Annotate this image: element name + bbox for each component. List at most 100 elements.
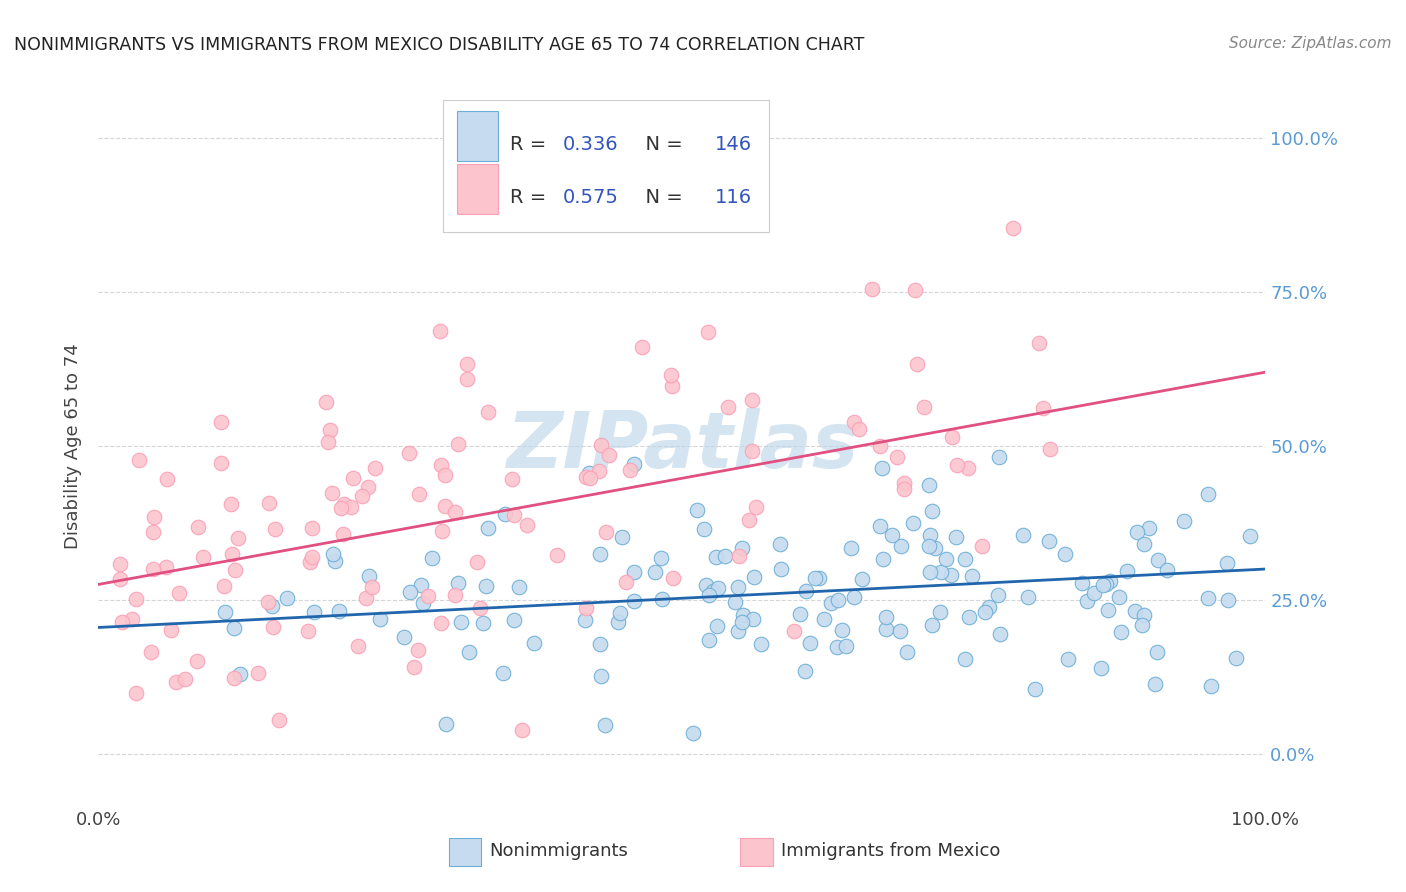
- Point: [903, 516, 925, 531]
- Point: [869, 518, 891, 533]
- Point: [446, 436, 468, 450]
- Point: [593, 718, 616, 732]
- Point: [360, 580, 382, 594]
- Point: [402, 660, 425, 674]
- Point: [347, 639, 370, 653]
- Point: [1095, 577, 1118, 591]
- Point: [257, 496, 280, 510]
- Point: [475, 579, 498, 593]
- Point: [706, 619, 728, 633]
- Point: [731, 615, 754, 630]
- Point: [987, 450, 1010, 465]
- Point: [167, 586, 190, 600]
- Point: [267, 713, 290, 727]
- Point: [458, 645, 481, 659]
- Point: [323, 554, 346, 568]
- Point: [598, 448, 620, 462]
- Point: [357, 480, 380, 494]
- Point: [659, 368, 682, 382]
- Point: [1024, 682, 1046, 697]
- Point: [350, 489, 373, 503]
- Point: [1057, 652, 1080, 666]
- Point: [651, 592, 673, 607]
- Point: [411, 577, 433, 591]
- Point: [591, 669, 613, 683]
- Point: [579, 471, 602, 485]
- Point: [262, 620, 284, 634]
- Text: 146: 146: [714, 135, 752, 153]
- Text: 0.336: 0.336: [562, 135, 619, 153]
- Point: [578, 466, 600, 480]
- Text: N =: N =: [633, 188, 689, 207]
- Point: [142, 524, 165, 539]
- Point: [1173, 514, 1195, 528]
- Point: [173, 673, 195, 687]
- Point: [662, 571, 685, 585]
- Text: R =: R =: [510, 135, 553, 153]
- Point: [686, 503, 709, 517]
- Point: [893, 475, 915, 490]
- Point: [842, 590, 865, 604]
- Point: [155, 560, 177, 574]
- Point: [394, 631, 416, 645]
- Point: [831, 624, 853, 638]
- Point: [1070, 575, 1092, 590]
- Point: [731, 541, 754, 555]
- Point: [749, 637, 772, 651]
- Point: [444, 588, 467, 602]
- Point: [839, 541, 862, 555]
- Point: [728, 549, 751, 564]
- FancyBboxPatch shape: [449, 838, 481, 865]
- Point: [724, 595, 747, 609]
- Y-axis label: Disability Age 65 to 74: Disability Age 65 to 74: [65, 343, 83, 549]
- Point: [399, 585, 422, 599]
- Point: [970, 540, 993, 554]
- Point: [896, 645, 918, 659]
- Point: [316, 434, 339, 449]
- Point: [477, 521, 499, 535]
- Point: [702, 584, 724, 599]
- Point: [920, 565, 942, 579]
- Point: [301, 521, 323, 535]
- Point: [456, 357, 478, 371]
- Point: [156, 472, 179, 486]
- Point: [1197, 591, 1219, 606]
- Point: [359, 569, 381, 583]
- Point: [247, 666, 270, 681]
- Point: [770, 562, 793, 576]
- Point: [319, 423, 342, 437]
- Point: [644, 565, 666, 579]
- Point: [974, 605, 997, 619]
- Point: [224, 563, 246, 577]
- Point: [1239, 529, 1261, 543]
- Point: [214, 605, 236, 619]
- Point: [609, 606, 631, 620]
- Point: [1097, 603, 1119, 617]
- Point: [229, 667, 252, 681]
- Point: [111, 615, 134, 630]
- Point: [595, 524, 617, 539]
- Point: [523, 636, 546, 650]
- Point: [298, 555, 321, 569]
- Point: [1017, 590, 1039, 604]
- Point: [695, 578, 717, 592]
- Point: [782, 624, 804, 638]
- Point: [142, 562, 165, 576]
- Point: [574, 613, 596, 627]
- Point: [1115, 564, 1137, 578]
- Point: [929, 605, 952, 619]
- Point: [1002, 221, 1025, 235]
- Point: [418, 589, 440, 603]
- Point: [328, 604, 350, 618]
- Point: [872, 552, 894, 566]
- Point: [890, 540, 912, 554]
- Point: [321, 485, 343, 500]
- FancyBboxPatch shape: [457, 111, 498, 161]
- Point: [610, 530, 633, 544]
- Point: [614, 574, 637, 589]
- Point: [893, 482, 915, 496]
- Point: [875, 622, 897, 636]
- Point: [368, 612, 391, 626]
- Point: [429, 615, 451, 630]
- Point: [276, 591, 298, 606]
